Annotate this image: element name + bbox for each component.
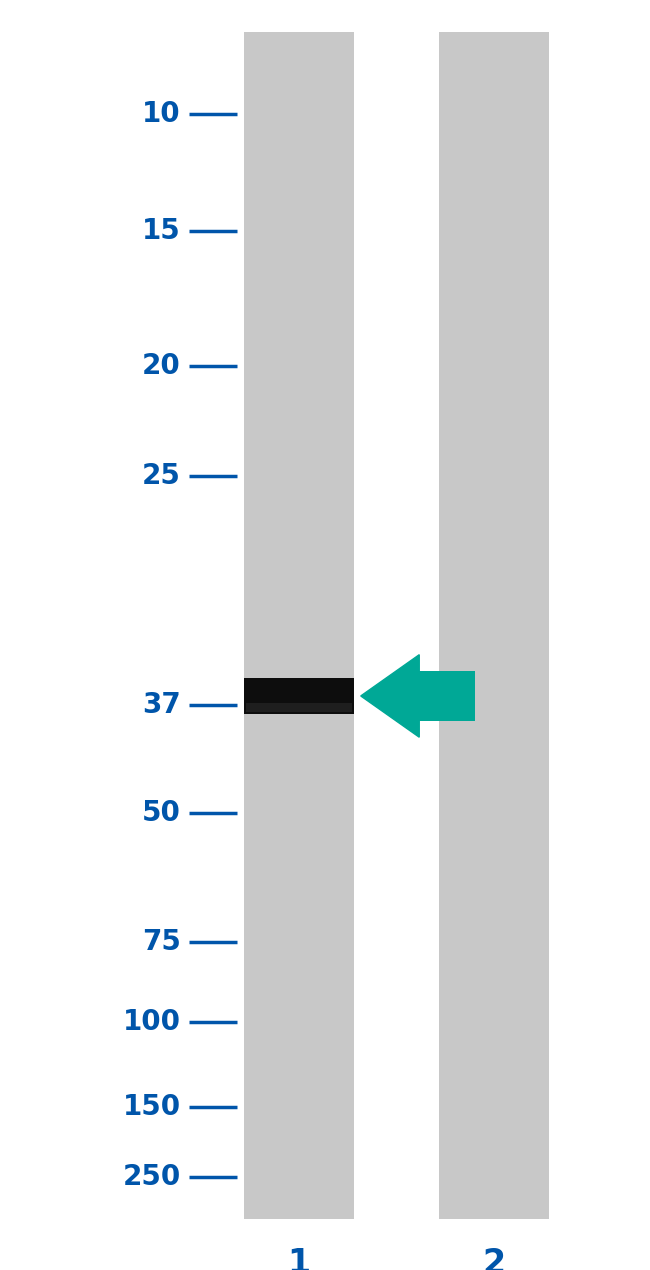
Text: 150: 150 bbox=[123, 1093, 181, 1121]
Text: 2: 2 bbox=[482, 1247, 506, 1270]
Bar bbox=[439, 32, 549, 1219]
Text: 75: 75 bbox=[142, 928, 181, 956]
Polygon shape bbox=[361, 655, 419, 737]
Text: 37: 37 bbox=[142, 691, 181, 719]
Text: 15: 15 bbox=[142, 217, 181, 245]
Text: 1: 1 bbox=[287, 1247, 311, 1270]
Text: 50: 50 bbox=[142, 799, 181, 827]
Text: 20: 20 bbox=[142, 352, 181, 380]
Bar bbox=[246, 702, 352, 712]
Text: 100: 100 bbox=[123, 1008, 181, 1036]
Text: 10: 10 bbox=[142, 100, 181, 128]
Bar bbox=[244, 32, 354, 1219]
Bar bbox=[244, 678, 354, 714]
Text: 250: 250 bbox=[122, 1163, 181, 1191]
Bar bbox=[419, 671, 474, 721]
Text: 25: 25 bbox=[142, 462, 181, 490]
